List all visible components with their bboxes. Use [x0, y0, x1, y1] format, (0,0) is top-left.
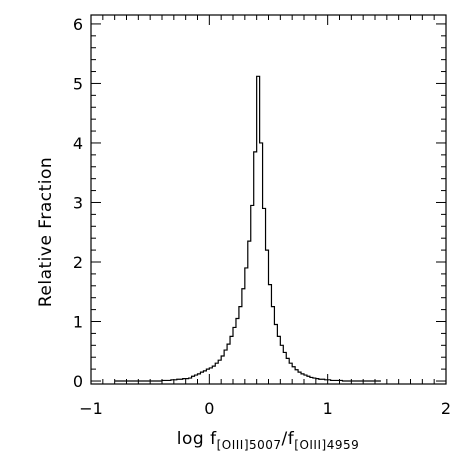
y-tick-label: 3 [73, 193, 83, 212]
y-axis-label: Relative Fraction [36, 157, 56, 307]
y-tick-label: 1 [73, 313, 83, 332]
y-tick-label: 2 [73, 253, 83, 272]
histogram-series-line [114, 75, 381, 382]
x-axis-label-log-f: log f [177, 429, 217, 449]
x-axis-label: log f[OIII]5007/f[OIII]4959 [177, 429, 359, 452]
y-tick-label: 6 [73, 15, 83, 34]
x-tick-label: −1 [79, 399, 103, 418]
y-tick-label: 4 [73, 134, 83, 153]
x-tick-label: 1 [323, 399, 333, 418]
x-tick-label: 0 [204, 399, 214, 418]
x-axis-label-sub-5007: [OIII]5007 [217, 438, 282, 452]
axes [90, 15, 447, 384]
x-tick-label: 2 [441, 399, 451, 418]
y-tick-label: 0 [73, 372, 83, 391]
y-tick-label: 5 [73, 74, 83, 93]
x-axis-label-slash-f: /f [282, 429, 295, 449]
x-axis-label-sub-4959: [OIII]4959 [294, 438, 359, 452]
tick-labels: −1 0 1 2 0 1 2 3 4 5 6 [73, 15, 451, 418]
plot-frame [90, 14, 447, 385]
